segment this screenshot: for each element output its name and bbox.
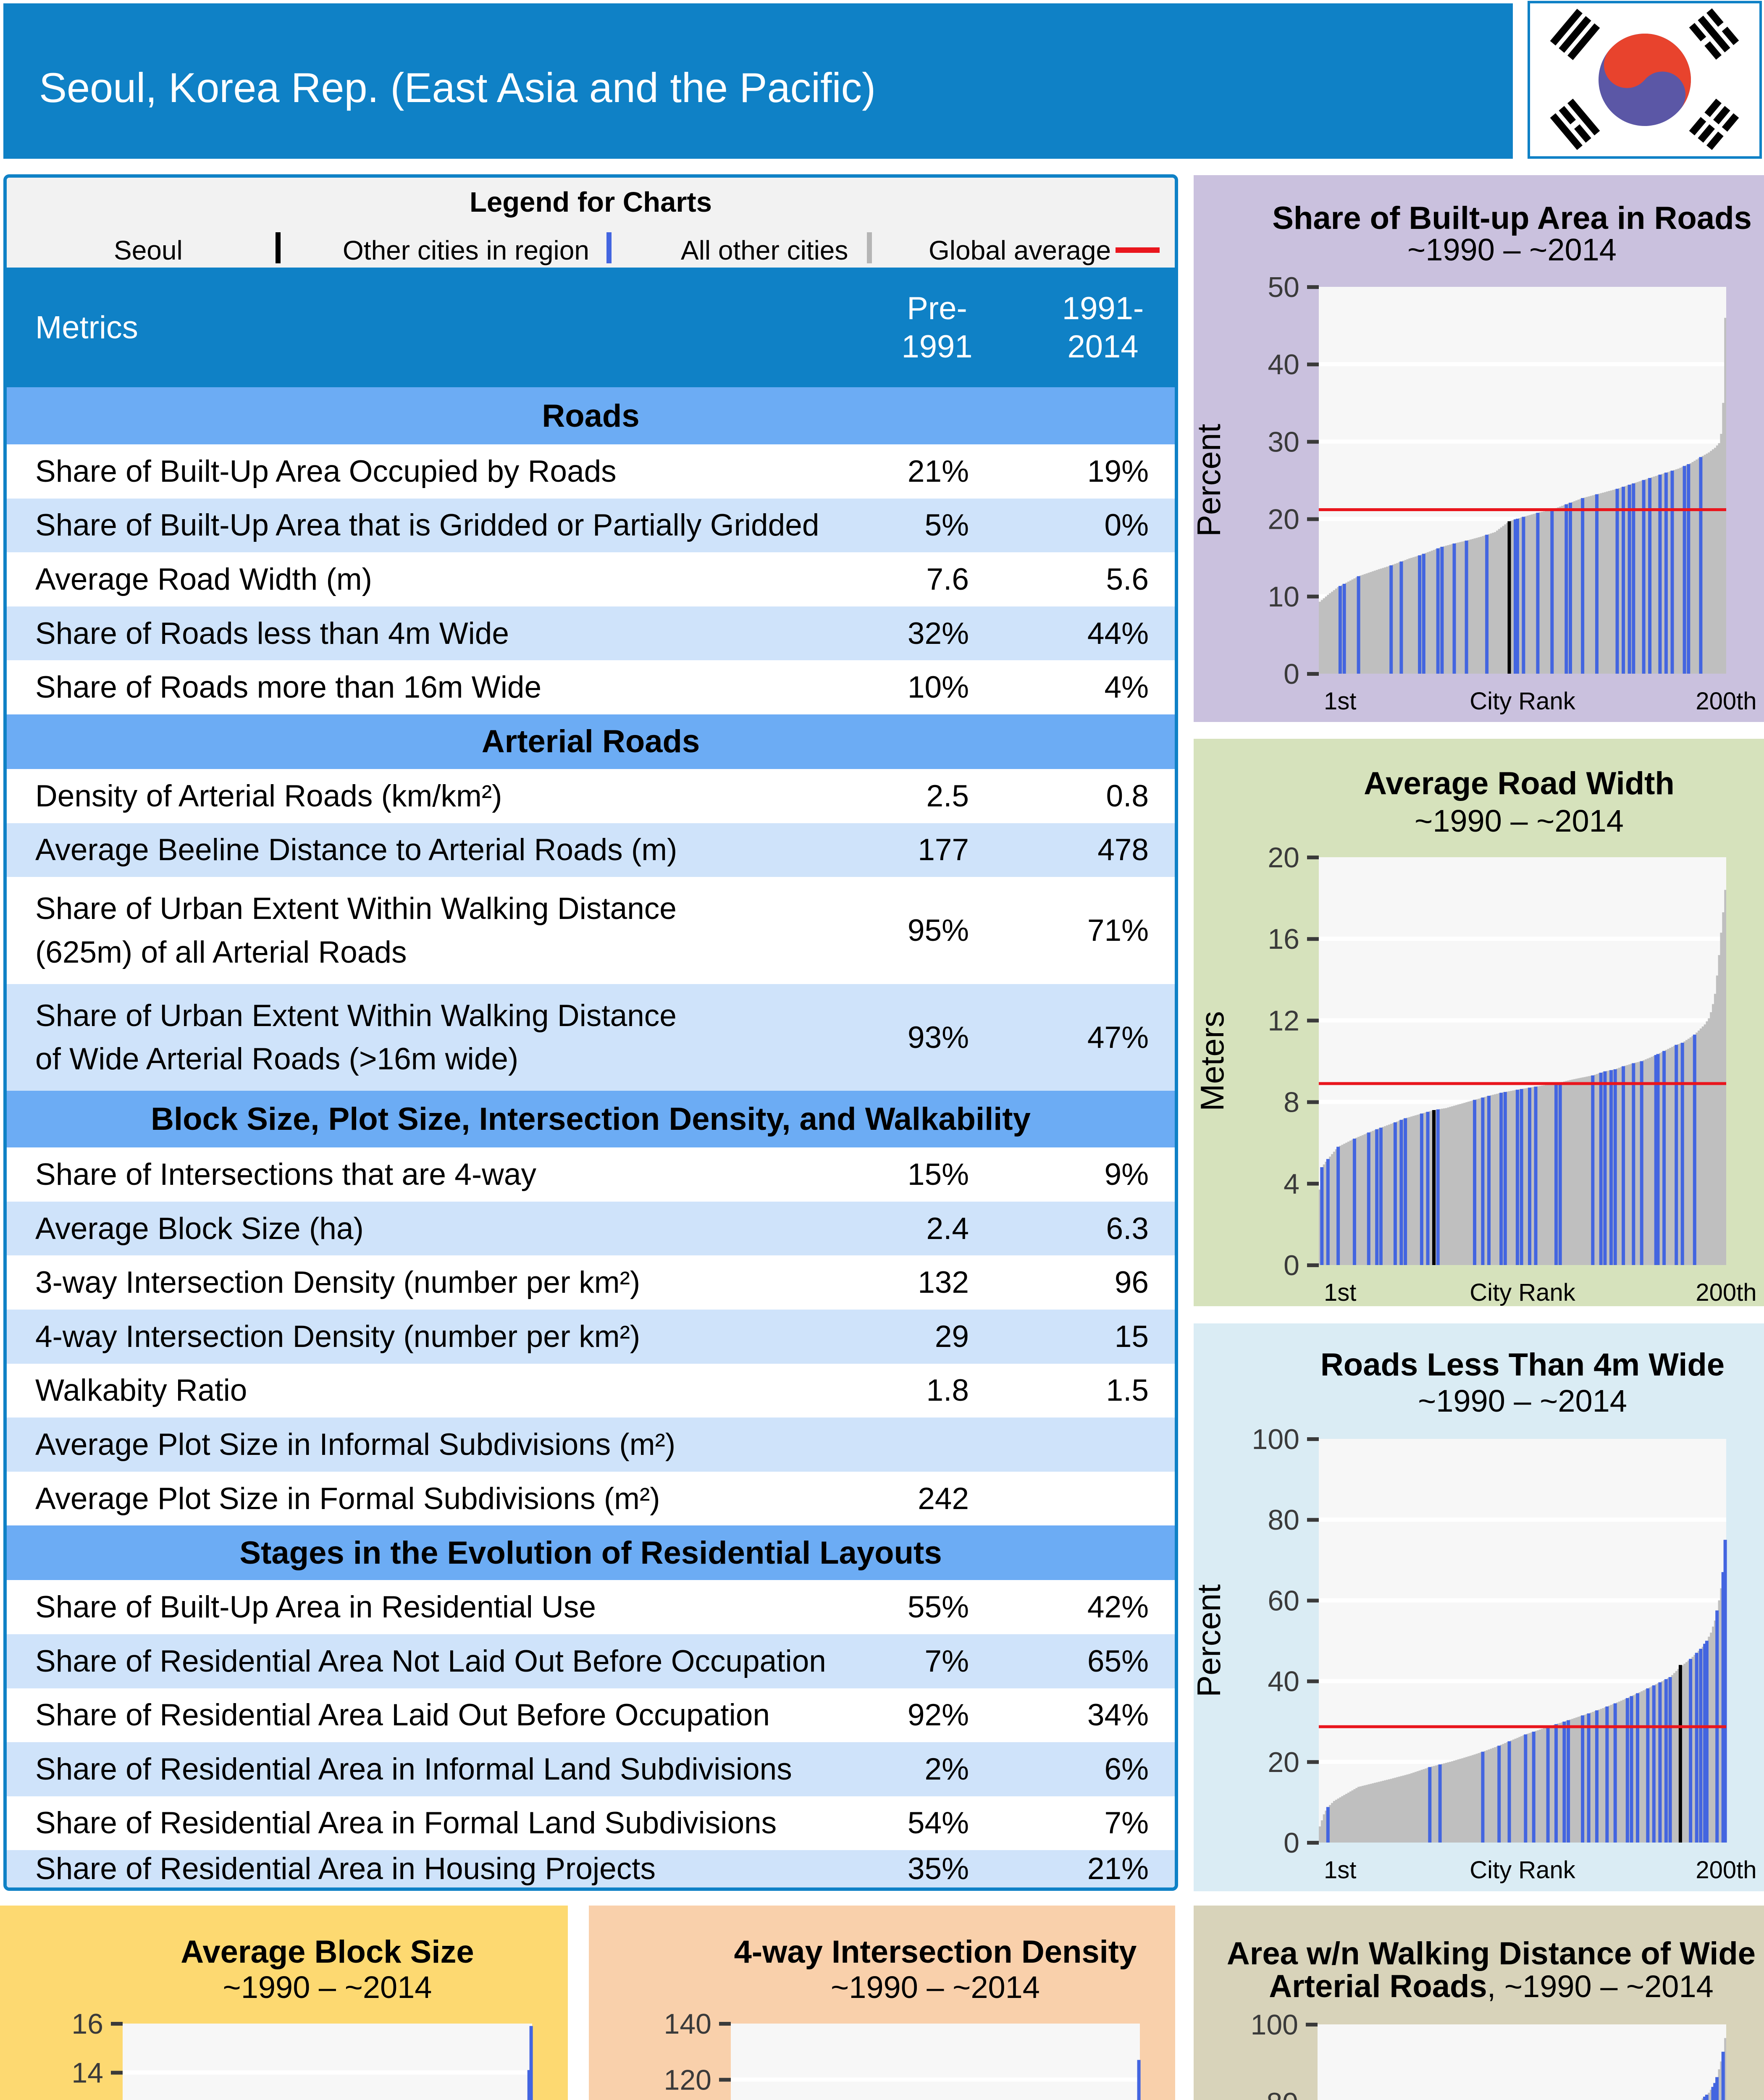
svg-text:Roads Less Than 4m Wide: Roads Less Than 4m Wide xyxy=(1320,1347,1725,1383)
svg-text:40: 40 xyxy=(1268,1666,1299,1698)
svg-text:~1990 – ~2014: ~1990 – ~2014 xyxy=(1418,1383,1627,1418)
svg-text:~1990 – ~2014: ~1990 – ~2014 xyxy=(223,1970,432,2005)
svg-text:14: 14 xyxy=(71,2057,103,2089)
svg-text:Percent: Percent xyxy=(1194,1584,1227,1697)
svg-text:12: 12 xyxy=(1268,1005,1299,1037)
svg-text:16: 16 xyxy=(71,2008,103,2040)
svg-text:Meters: Meters xyxy=(1194,1011,1231,1111)
svg-text:100: 100 xyxy=(1252,1423,1299,1455)
svg-text:Share of Built-up Area in Road: Share of Built-up Area in Roads xyxy=(1272,200,1752,236)
svg-text:200th: 200th xyxy=(1696,688,1756,715)
svg-text:120: 120 xyxy=(664,2064,711,2096)
svg-text:80: 80 xyxy=(1268,1504,1299,1536)
svg-text:80: 80 xyxy=(1266,2087,1298,2100)
svg-text:Arterial Roads, ~1990 – ~2014: Arterial Roads, ~1990 – ~2014 xyxy=(1269,1969,1714,2004)
svg-text:Percent: Percent xyxy=(1194,424,1227,537)
svg-text:8: 8 xyxy=(1284,1087,1299,1118)
svg-text:0: 0 xyxy=(1284,1827,1299,1859)
svg-text:4: 4 xyxy=(1284,1168,1299,1200)
svg-text:40: 40 xyxy=(1268,349,1299,381)
svg-text:10: 10 xyxy=(1268,581,1299,613)
svg-text:200th: 200th xyxy=(1696,1279,1756,1306)
svg-text:50: 50 xyxy=(1268,271,1299,303)
svg-text:100: 100 xyxy=(1251,2009,1298,2041)
svg-text:140: 140 xyxy=(664,2008,711,2040)
svg-text:16: 16 xyxy=(1268,923,1299,955)
svg-text:~1990 – ~2014: ~1990 – ~2014 xyxy=(1407,232,1617,267)
svg-text:20: 20 xyxy=(1268,1746,1299,1778)
svg-text:200th: 200th xyxy=(1696,1856,1756,1884)
svg-text:4-way Intersection Density: 4-way Intersection Density xyxy=(734,1934,1137,1970)
svg-text:1st: 1st xyxy=(1324,1856,1356,1884)
svg-text:20: 20 xyxy=(1268,504,1299,536)
svg-text:60: 60 xyxy=(1268,1585,1299,1617)
svg-text:1st: 1st xyxy=(1324,688,1356,715)
svg-text:Average Block Size: Average Block Size xyxy=(181,1934,474,1970)
svg-text:0: 0 xyxy=(1284,1250,1299,1281)
svg-text:City Rank: City Rank xyxy=(1470,688,1575,715)
svg-text:1st: 1st xyxy=(1324,1279,1356,1306)
svg-text:~1990 – ~2014: ~1990 – ~2014 xyxy=(1415,803,1624,838)
svg-text:20: 20 xyxy=(1268,842,1299,874)
svg-text:City Rank: City Rank xyxy=(1470,1856,1575,1884)
svg-text:30: 30 xyxy=(1268,426,1299,458)
svg-text:0: 0 xyxy=(1284,658,1299,690)
svg-text:Average Road Width: Average Road Width xyxy=(1364,766,1675,801)
svg-text:City Rank: City Rank xyxy=(1470,1279,1575,1306)
svg-text:~1990 – ~2014: ~1990 – ~2014 xyxy=(831,1970,1040,2005)
svg-text:Area w/n Walking Distance of W: Area w/n Walking Distance of Wide xyxy=(1227,1936,1756,1971)
